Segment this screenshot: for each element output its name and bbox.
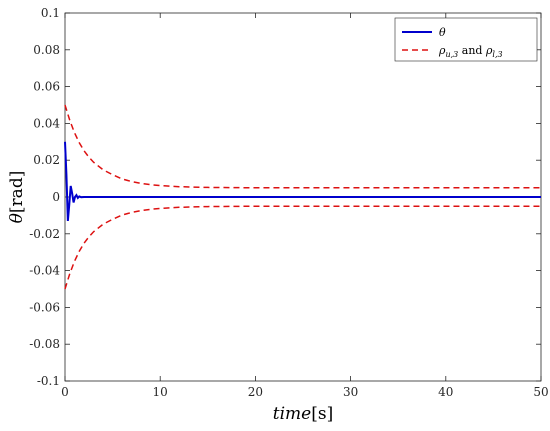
x-tick-label: 40 <box>438 385 453 399</box>
legend-box <box>394 17 538 62</box>
y-tick-label: -0.06 <box>29 300 60 314</box>
y-tick-label: 0 <box>52 190 60 204</box>
y-axis-label: θ[rad] <box>7 171 27 224</box>
series-theta <box>64 141 541 222</box>
legend-label-theta: θ <box>439 26 446 39</box>
y-tick-label: -0.02 <box>29 227 60 241</box>
y-tick-label: -0.08 <box>29 337 60 351</box>
series-rho-upper <box>64 104 541 189</box>
y-tick-label: 0.02 <box>33 153 60 167</box>
x-axis-label-unit: [s] <box>311 404 333 424</box>
y-tick-label: 0.04 <box>33 116 60 130</box>
x-tick-label: 30 <box>343 385 358 399</box>
y-tick-label: -0.04 <box>29 264 60 278</box>
y-axis-label-symbol: θ <box>7 213 27 223</box>
y-axis-label-unit: [rad] <box>7 171 27 213</box>
x-axis-label-variable: time <box>273 404 311 424</box>
series-layer <box>64 104 541 290</box>
legend-label-rho: ρu,3 and ρl,3 <box>438 44 503 59</box>
y-tick-label: 0.06 <box>33 80 60 94</box>
x-axis-label: time[s] <box>273 404 333 424</box>
y-tick-label: 0.08 <box>33 43 60 57</box>
tick-layer: 0 10 20 30 40 50 -0.1 -0.08 -0.06 -0.04 -0.02 0 0.02… <box>29 6 548 399</box>
y-tick-label: 0.1 <box>41 6 60 20</box>
x-tick-label: 10 <box>153 385 168 399</box>
series-rho-lower <box>64 205 541 290</box>
y-tick-label: -0.1 <box>37 374 60 388</box>
x-tick-label: 0 <box>61 385 69 399</box>
legend: θ ρu,3 and ρl,3 <box>394 17 538 62</box>
x-tick-label: 20 <box>248 385 263 399</box>
x-tick-label: 50 <box>533 385 548 399</box>
